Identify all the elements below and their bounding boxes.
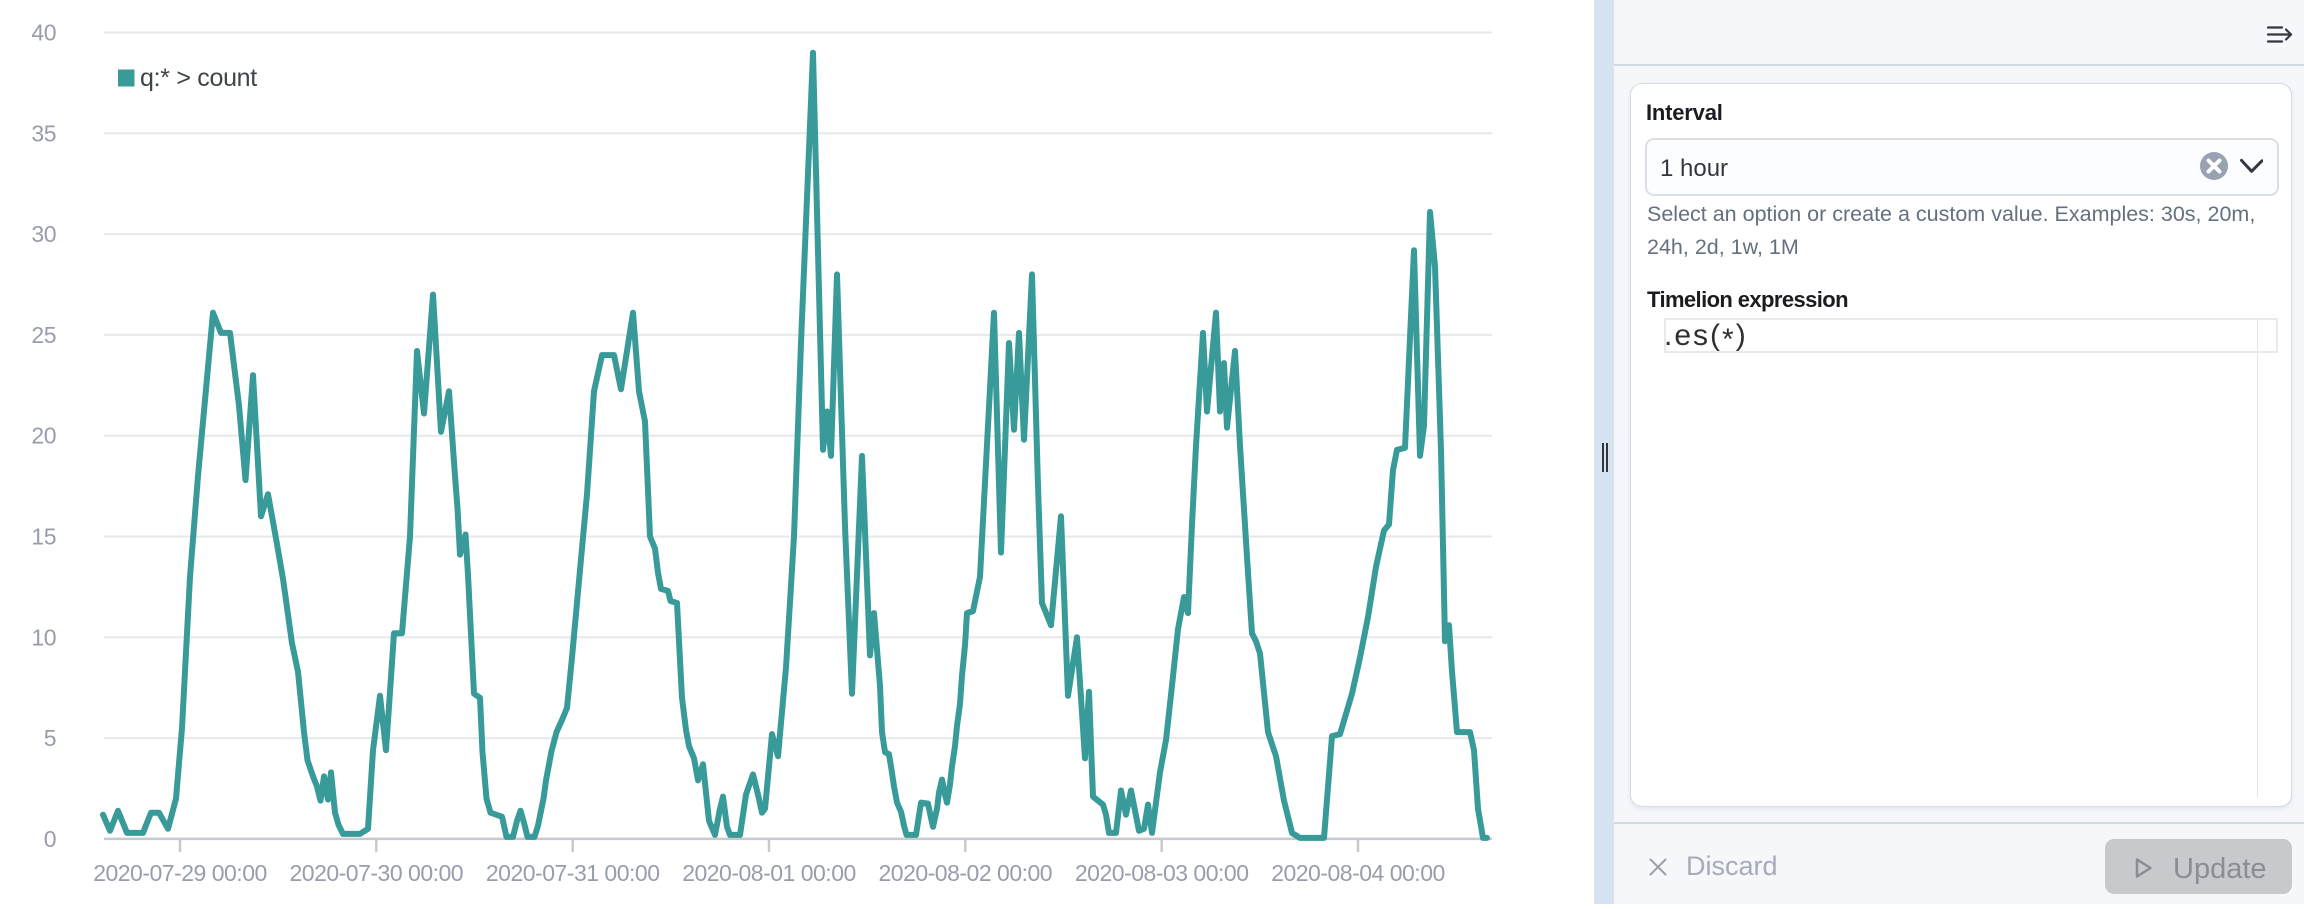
svg-text:2020-08-04 00:00: 2020-08-04 00:00 [1271,860,1445,886]
svg-text:15: 15 [31,524,56,550]
svg-text:2020-08-03 00:00: 2020-08-03 00:00 [1075,860,1249,886]
svg-text:20: 20 [31,423,56,449]
svg-text:2020-07-31 00:00: 2020-07-31 00:00 [486,860,660,886]
svg-text:0: 0 [44,826,56,852]
svg-text:40: 40 [31,20,56,46]
svg-text:q:* > count: q:* > count [140,64,257,92]
svg-text:2020-07-30 00:00: 2020-07-30 00:00 [289,860,463,886]
svg-text:30: 30 [31,221,56,247]
svg-text:2020-08-01 00:00: 2020-08-01 00:00 [682,860,856,886]
svg-text:2020-08-02 00:00: 2020-08-02 00:00 [878,860,1052,886]
svg-text:5: 5 [44,725,56,751]
svg-text:2020-07-29 00:00: 2020-07-29 00:00 [93,860,267,886]
svg-text:25: 25 [31,322,56,348]
svg-text:10: 10 [31,624,56,650]
svg-text:35: 35 [31,120,56,146]
